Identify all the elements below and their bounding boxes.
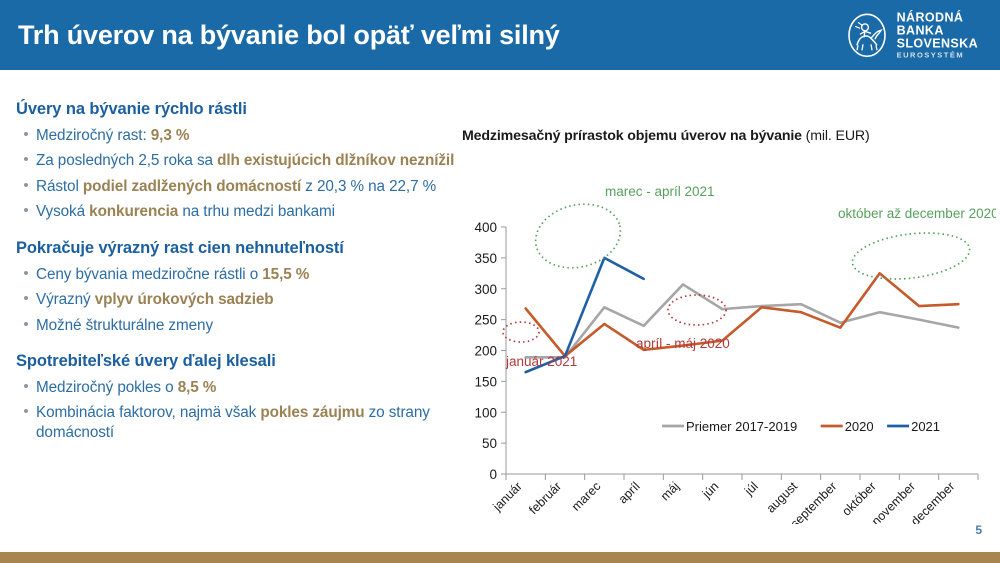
legend-label: Priemer 2017-2019 bbox=[686, 419, 797, 434]
text-section: Úvery na bývanie rýchlo rástli • Medziročn… bbox=[16, 100, 456, 222]
slide-header: Trh úverov na bývanie bol opäť veľmi sil… bbox=[0, 0, 1000, 70]
bullet-item: • Medziročný pokles o 8,5 % bbox=[16, 378, 456, 397]
page-number: 5 bbox=[975, 523, 982, 537]
chart-annotation-text: január 2021 bbox=[505, 354, 577, 369]
x-axis-label: december bbox=[908, 479, 957, 524]
bullet-dot-icon: • bbox=[23, 202, 29, 220]
bullet-dot-icon: • bbox=[23, 264, 29, 282]
bullet-dot-icon: • bbox=[23, 176, 29, 194]
y-axis-label: 50 bbox=[482, 436, 497, 451]
bullet-item: • Ceny bývania medziročne rástli o 15,5 % bbox=[16, 265, 456, 284]
x-axis-label: máj bbox=[658, 479, 682, 503]
bullet-dot-icon: • bbox=[23, 151, 29, 169]
bullet-item: • Výrazný vplyv úrokových sadzieb bbox=[16, 290, 456, 309]
text-section: Spotrebiteľské úvery ďalej klesali • Medzi… bbox=[16, 352, 456, 442]
annotation-ellipse bbox=[534, 203, 622, 269]
bullet-dot-icon: • bbox=[23, 290, 29, 308]
y-axis-label: 400 bbox=[474, 220, 497, 235]
bullet-text: Kombinácia faktorov, najmä však pokles z… bbox=[36, 404, 430, 441]
logo-line-4: EUROSYSTÉM bbox=[896, 50, 965, 60]
bullet-item: • Možné štrukturálne zmeny bbox=[16, 316, 456, 335]
x-axis-label: január bbox=[490, 479, 525, 514]
legend-label: 2021 bbox=[911, 419, 940, 434]
series-line bbox=[524, 256, 645, 374]
section-heading: Pokračuje výrazný rast cien nehnuteľnost… bbox=[16, 238, 344, 257]
chart-annotation-text: apríl - máj 2020 bbox=[636, 336, 730, 351]
bullet-item: • Rástol podiel zadlžených domácností z 2… bbox=[16, 177, 456, 196]
y-axis-label: 100 bbox=[474, 405, 497, 420]
y-axis-label: 200 bbox=[474, 344, 497, 359]
annotation-ellipse bbox=[502, 321, 540, 343]
bullet-dot-icon: • bbox=[23, 377, 29, 395]
legend-label: 2020 bbox=[845, 419, 874, 434]
nbs-logo: NÁRODNÁ BANKA SLOVENSKA EUROSYSTÉM bbox=[846, 11, 978, 58]
bullet-text: Ceny bývania medziročne rástli o 15,5 % bbox=[36, 265, 310, 283]
bullet-text: Medziročný rast: 9,3 % bbox=[36, 127, 190, 144]
bullet-text: Rástol podiel zadlžených domácností z 20… bbox=[36, 177, 437, 195]
y-axis-label: 0 bbox=[489, 467, 497, 482]
footer-bar bbox=[0, 552, 1000, 563]
logo-line-2: BANKA bbox=[896, 23, 944, 38]
annotation-ellipse bbox=[851, 232, 971, 280]
x-axis-label: august bbox=[764, 479, 801, 516]
bullet-item: • Vysoká konkurencia na trhu medzi bankam… bbox=[16, 202, 456, 221]
chart-panel: Medzimesačný prírastok objemu úverov na … bbox=[462, 128, 998, 528]
bullet-dot-icon: • bbox=[23, 315, 29, 333]
bullet-text: Medziročný pokles o 8,5 % bbox=[36, 378, 217, 396]
chart-title-unit: (mil. EUR) bbox=[801, 128, 870, 144]
x-axis-label: júl bbox=[741, 479, 760, 498]
chart-annotation-text: marec - apríl 2021 bbox=[605, 184, 715, 199]
bullet-text: Za posledných 2,5 roka sa dlh existujúci… bbox=[36, 152, 455, 170]
y-axis-label: 150 bbox=[474, 374, 497, 389]
logo-line-1: NÁRODNÁ bbox=[896, 10, 964, 25]
bullet-item: • Kombinácia faktorov, najmä však pokles … bbox=[16, 403, 456, 442]
chart-plot-area: 0 50 100 150 200 250 300 350 400 január február mar… bbox=[460, 164, 996, 524]
bullet-dot-icon: • bbox=[23, 126, 29, 143]
section-heading: Úvery na bývanie rýchlo rástli bbox=[16, 100, 247, 118]
x-axis-label: február bbox=[526, 479, 564, 517]
x-axis-label: október bbox=[839, 479, 878, 518]
text-section: Pokračuje výrazný rast cien nehnuteľnost… bbox=[16, 239, 456, 335]
x-axis-label: apríl bbox=[616, 479, 643, 506]
annotation-ellipse bbox=[667, 294, 727, 326]
page-title: Trh úverov na bývanie bol opäť veľmi sil… bbox=[18, 19, 560, 50]
y-axis-label: 300 bbox=[474, 282, 497, 297]
bullet-item: • Medziročný rast: 9,3 % bbox=[16, 126, 456, 145]
bullet-text: Možné štrukturálne zmeny bbox=[36, 316, 213, 334]
y-axis-label: 350 bbox=[474, 251, 497, 266]
nbs-emblem-icon bbox=[847, 13, 886, 57]
bullet-text: Vysoká konkurencia na trhu medzi bankami bbox=[36, 203, 335, 221]
bullet-item: • Za posledných 2,5 roka sa dlh existujúc… bbox=[16, 151, 456, 170]
chart-annotation-text: október až december 2020 bbox=[838, 206, 996, 221]
chart-title: Medzimesačný prírastok objemu úverov na … bbox=[462, 128, 998, 144]
series-line bbox=[524, 283, 960, 359]
bullet-text: Výrazný vplyv úrokových sadzieb bbox=[36, 291, 274, 309]
chart-title-main: Medzimesačný prírastok objemu úverov na … bbox=[462, 128, 802, 144]
section-heading: Spotrebiteľské úvery ďalej klesali bbox=[16, 351, 276, 370]
bullet-dot-icon: • bbox=[23, 403, 29, 421]
y-axis-label: 250 bbox=[474, 313, 497, 328]
x-axis-label: jún bbox=[699, 479, 721, 501]
bullet-content-column: Úvery na bývanie rýchlo rástli • Medziročn… bbox=[16, 100, 456, 448]
x-axis-label: marec bbox=[569, 479, 603, 513]
logo-line-3: SLOVENSKA bbox=[896, 35, 978, 50]
